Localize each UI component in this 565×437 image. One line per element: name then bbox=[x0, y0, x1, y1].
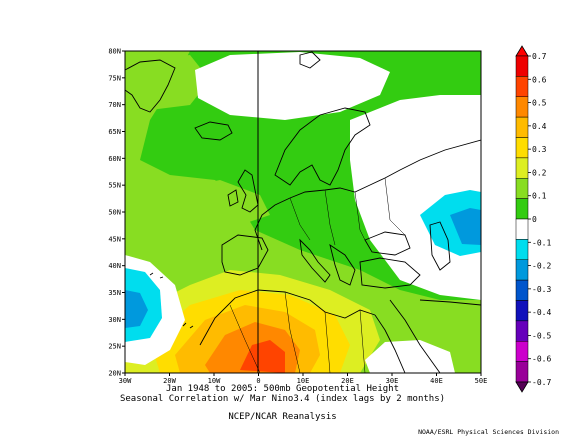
coast-persian-gulf bbox=[419, 299, 481, 306]
lon-tick-label: 0 bbox=[256, 377, 260, 385]
coast-iceland bbox=[194, 121, 233, 141]
lat-tick-label: 20N bbox=[108, 370, 121, 378]
colorbar-segment bbox=[515, 279, 529, 301]
borders-europe bbox=[289, 177, 406, 246]
colorbar-segment bbox=[515, 341, 529, 362]
colorbar-label: 0.1 bbox=[532, 192, 547, 201]
colorbar-segment bbox=[515, 239, 529, 260]
lat-tick-label: 70N bbox=[108, 101, 121, 109]
coast-svalbard bbox=[299, 51, 321, 69]
colorbar-segment bbox=[515, 218, 529, 240]
coast-north-africa bbox=[199, 289, 376, 346]
colorbar-segment bbox=[515, 361, 529, 383]
colorbar-max-arrow bbox=[515, 45, 529, 57]
lat-tick-label: 80N bbox=[108, 48, 121, 56]
lon-tick-label: 30E bbox=[386, 377, 399, 385]
colorbar-label: 0.6 bbox=[532, 75, 547, 84]
caption-line2: Seasonal Correlation w/ Mar Nino3.4 (ind… bbox=[119, 394, 446, 404]
coast-redsea-west bbox=[374, 314, 406, 373]
lat-tick-label: 60N bbox=[108, 155, 121, 163]
colorbar-label: 0.7 bbox=[532, 52, 547, 61]
colorbar-segment bbox=[515, 157, 529, 179]
coast-caspian bbox=[429, 221, 451, 271]
colorbar-label: -0.5 bbox=[532, 331, 551, 340]
colorbar-segment bbox=[515, 178, 529, 199]
colorbar-segment bbox=[515, 116, 529, 138]
field-lightgreen-north bbox=[140, 55, 210, 110]
map-field bbox=[125, 51, 481, 373]
colorbar-label: 0 bbox=[532, 215, 537, 224]
lon-tick-label: 10W bbox=[208, 377, 221, 385]
field-blue-west bbox=[125, 290, 148, 328]
colorbar-label: -0.7 bbox=[532, 378, 551, 387]
colorbar-segment bbox=[515, 259, 529, 281]
lat-tick-label: 40N bbox=[108, 262, 121, 270]
colorbar-min-arrow bbox=[515, 381, 529, 393]
lat-tick-label: 55N bbox=[108, 182, 121, 190]
lat-tick-label: 30N bbox=[108, 316, 121, 324]
coast-blacksea bbox=[364, 231, 411, 256]
lon-tick-label: 20E bbox=[341, 377, 354, 385]
colorbar: 0.7 0.6 0.5 0.4 0.3 0.2 0.1 0 -0.1 -0.2 -0.3 -0.4 -0… bbox=[515, 45, 551, 393]
lon-tick-label: 10E bbox=[297, 377, 310, 385]
coast-iberia bbox=[221, 234, 269, 276]
coast-scandinavia bbox=[274, 107, 371, 186]
field-white-north bbox=[195, 52, 390, 120]
colorbar-label: -0.3 bbox=[532, 285, 551, 294]
colorbar-label: 0.5 bbox=[532, 99, 547, 108]
lon-tick-label: 40E bbox=[430, 377, 443, 385]
coast-redsea-east bbox=[389, 299, 441, 373]
lon-axis: 30W 20W 10W 0 10E 20E 30E 40E 50E bbox=[119, 373, 488, 385]
caption-source: NCEP/NCAR Reanalysis bbox=[228, 412, 337, 422]
colorbar-label: -0.1 bbox=[532, 238, 551, 247]
colorbar-segment bbox=[515, 76, 529, 97]
caption-line1: Jan 1948 to 2005: 500mb Geopotential Hei… bbox=[166, 384, 399, 394]
colorbar-label: 0.4 bbox=[532, 122, 547, 131]
lat-tick-label: 35N bbox=[108, 289, 121, 297]
lat-tick-label: 75N bbox=[108, 74, 121, 82]
colorbar-segment bbox=[515, 137, 529, 159]
colorbar-segment bbox=[515, 320, 529, 342]
lat-tick-label: 50N bbox=[108, 209, 121, 217]
colorbar-segment bbox=[515, 55, 529, 77]
lon-tick-label: 30W bbox=[119, 377, 132, 385]
coast-azores bbox=[149, 272, 164, 279]
colorbar-label: 0.3 bbox=[532, 145, 547, 154]
coast-balkans bbox=[329, 243, 356, 286]
colorbar-label: -0.4 bbox=[532, 308, 551, 317]
coastlines bbox=[125, 51, 481, 373]
lat-axis: 20N 25N 30N 35N 40N 45N 50N 55N 60N 65N 70N 75N 80N bbox=[108, 48, 125, 378]
lat-tick-label: 45N bbox=[108, 235, 121, 243]
lat-tick-label: 65N bbox=[108, 128, 121, 136]
colorbar-segment bbox=[515, 198, 529, 220]
borders-africa bbox=[229, 291, 366, 373]
coast-canaries bbox=[182, 322, 194, 329]
coast-europe-north bbox=[254, 139, 481, 251]
coast-ireland bbox=[227, 189, 239, 207]
colorbar-segment bbox=[515, 96, 529, 118]
colorbar-label: 0.2 bbox=[532, 168, 547, 177]
field-redorange bbox=[240, 340, 285, 373]
coast-turkey bbox=[359, 257, 421, 289]
coast-italy bbox=[299, 238, 331, 283]
field-lightgreen-mid bbox=[170, 180, 270, 225]
field-white-southeast bbox=[365, 340, 455, 373]
colorbar-label: -0.2 bbox=[532, 262, 551, 271]
colorbar-segment bbox=[515, 300, 529, 322]
lon-tick-label: 50E bbox=[475, 377, 488, 385]
lat-tick-label: 25N bbox=[108, 343, 121, 351]
credit-text: NOAA/ESRL Physical Sciences Division bbox=[418, 428, 559, 436]
coast-greenland bbox=[125, 59, 176, 113]
field-blue-east bbox=[450, 208, 481, 245]
lon-tick-label: 20W bbox=[163, 377, 176, 385]
colorbar-label: -0.6 bbox=[532, 355, 551, 364]
